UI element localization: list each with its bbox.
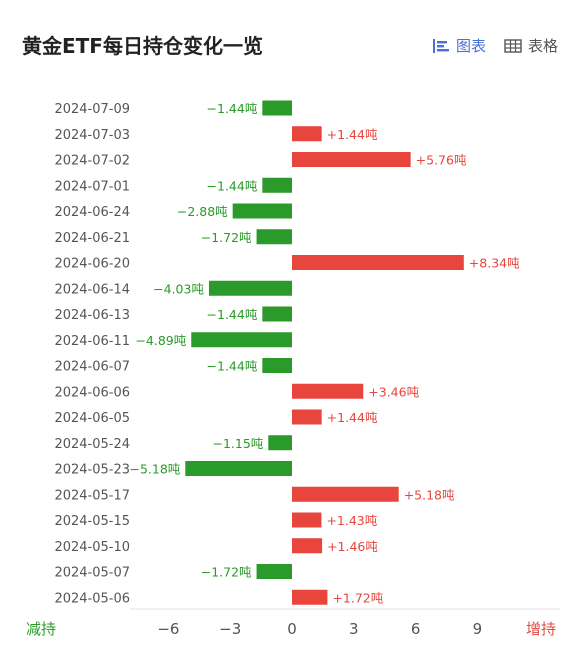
data-label: −1.44吨 <box>207 178 258 193</box>
bar <box>256 564 292 579</box>
tab-chart-label: 图表 <box>455 37 486 55</box>
category-label: 2024-07-01 <box>54 179 130 194</box>
legend-decrease: 减持 <box>26 620 57 638</box>
category-label: 2024-06-05 <box>54 411 130 426</box>
category-label: 2024-06-24 <box>54 205 130 220</box>
x-tick-label: 6 <box>411 620 421 638</box>
data-label: −2.88吨 <box>177 204 228 219</box>
data-label: +5.76吨 <box>416 153 467 168</box>
tab-chart[interactable]: 图表 <box>432 35 486 56</box>
data-label: +1.44吨 <box>327 410 378 425</box>
data-label: −1.72吨 <box>201 565 252 580</box>
category-label: 2024-05-15 <box>54 514 130 529</box>
category-label: 2024-06-11 <box>54 334 130 349</box>
x-tick-label: 9 <box>473 620 483 638</box>
bar <box>262 177 292 193</box>
data-label: +1.46吨 <box>327 539 378 554</box>
bar <box>292 486 399 502</box>
category-label: 2024-07-09 <box>54 102 130 117</box>
data-label: +1.72吨 <box>332 590 383 605</box>
category-label: 2024-06-14 <box>54 282 130 297</box>
category-label: 2024-05-24 <box>54 437 130 452</box>
category-label: 2024-06-21 <box>54 231 130 246</box>
data-label: +1.43吨 <box>326 513 377 528</box>
x-tick-label: 0 <box>287 620 297 638</box>
bar <box>292 383 364 399</box>
bar <box>256 229 292 245</box>
category-label: 2024-05-23 <box>54 463 130 478</box>
bar <box>262 306 292 322</box>
x-tick-label: 3 <box>349 620 359 638</box>
bar <box>292 152 411 167</box>
bar <box>208 280 292 296</box>
data-label: −1.15吨 <box>212 436 263 451</box>
data-label: −1.44吨 <box>207 307 258 322</box>
data-label: −1.72吨 <box>201 230 252 245</box>
x-tick-label: −6 <box>157 620 179 638</box>
bar <box>262 100 292 116</box>
tab-table[interactable]: 表格 <box>504 35 558 56</box>
bar <box>292 409 322 425</box>
category-label: 2024-06-07 <box>54 360 130 375</box>
data-label: −4.03吨 <box>153 281 204 296</box>
data-label: +1.44吨 <box>327 127 378 142</box>
bar <box>191 332 292 348</box>
data-label: −1.44吨 <box>207 359 258 374</box>
category-label: 2024-05-06 <box>54 591 130 606</box>
table-icon <box>504 38 522 53</box>
category-label: 2024-05-17 <box>54 488 130 503</box>
data-label: −1.44吨 <box>207 101 258 116</box>
bar <box>185 461 292 476</box>
category-label: 2024-07-03 <box>54 128 130 143</box>
page-title: 黄金ETF每日持仓变化一览 <box>22 34 263 58</box>
data-label: +3.46吨 <box>368 384 419 399</box>
bar <box>292 126 322 142</box>
legend-increase: 增持 <box>525 620 556 638</box>
category-label: 2024-06-13 <box>54 308 130 323</box>
view-tabs: 图表 表格 <box>432 35 558 56</box>
bar <box>292 589 328 605</box>
bar <box>292 255 464 270</box>
x-tick-label: −3 <box>219 620 241 638</box>
bar-chart-icon <box>432 38 449 53</box>
bar <box>232 203 292 219</box>
bar <box>262 358 292 373</box>
data-label: −5.18吨 <box>129 462 180 477</box>
bar <box>268 435 292 451</box>
category-label: 2024-05-07 <box>54 566 130 581</box>
bar <box>292 538 323 554</box>
category-label: 2024-07-02 <box>54 154 130 169</box>
data-label: −4.89吨 <box>135 333 186 348</box>
data-label: +8.34吨 <box>469 256 520 271</box>
category-label: 2024-06-20 <box>54 257 130 272</box>
tab-table-label: 表格 <box>527 37 558 55</box>
data-label: +5.18吨 <box>404 487 455 502</box>
category-label: 2024-05-10 <box>54 540 130 555</box>
bar <box>292 512 322 528</box>
category-label: 2024-06-06 <box>54 385 130 400</box>
